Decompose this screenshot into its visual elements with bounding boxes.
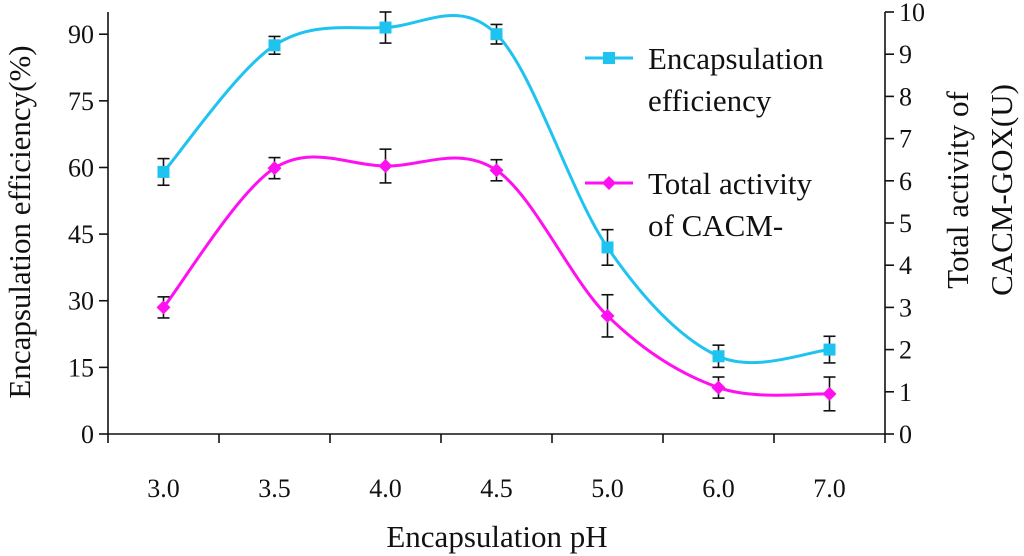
y-right-tick-label: 5	[899, 209, 912, 238]
y-left-tick-label: 90	[68, 20, 94, 49]
x-tick-label: 4.0	[369, 474, 402, 503]
y-left-tick-label: 60	[68, 153, 94, 182]
legend-swatch-marker	[602, 176, 616, 190]
x-tick-label: 3.0	[147, 474, 180, 503]
data-point	[823, 343, 836, 356]
data-point	[157, 165, 170, 178]
y-right-tick-label: 7	[899, 125, 912, 154]
legend-label: Total activity	[648, 166, 812, 201]
y-right-tick-label: 3	[899, 293, 912, 322]
series-layer	[156, 11, 837, 412]
y-left-tick-label: 75	[68, 87, 94, 116]
y-right-axis-title-line: Total activity of	[940, 91, 975, 289]
x-tick-label: 4.5	[480, 474, 513, 503]
y-right-axis-title-line: CACM-GOX(U)	[984, 84, 1019, 296]
legend-label: Encapsulation	[648, 41, 824, 76]
y-right-tick-label: 6	[899, 167, 912, 196]
x-tick-label: 7.0	[813, 474, 846, 503]
x-axis-title: Encapsulation pH	[386, 519, 607, 554]
x-tick-label: 5.0	[591, 474, 624, 503]
y-axis-title: Encapsulation efficiency(%)	[2, 45, 37, 398]
data-point	[711, 380, 726, 395]
y-left-tick-label: 15	[68, 353, 94, 382]
legend: Encapsulation efficiency Total activity of …	[585, 41, 824, 243]
data-point	[267, 161, 282, 176]
y-right-tick-label: 8	[899, 82, 912, 111]
data-point	[712, 350, 725, 363]
y-left-tick-label: 45	[68, 220, 94, 249]
y-left-tick-label: 30	[68, 287, 94, 316]
y-right-tick-label: 2	[899, 336, 912, 365]
data-point	[378, 159, 393, 174]
x-tick-label: 6.0	[702, 474, 735, 503]
data-point	[822, 386, 837, 401]
data-point	[489, 163, 504, 178]
y-left-tick-label: 0	[81, 420, 94, 449]
legend-swatch-marker	[603, 52, 615, 64]
data-point	[379, 21, 392, 34]
y-right-tick-label: 1	[899, 378, 912, 407]
series-2	[156, 148, 837, 412]
data-point	[600, 308, 615, 323]
data-point	[268, 39, 281, 52]
y-right-tick-label: 9	[899, 40, 912, 69]
y-right-tick-label: 0	[899, 420, 912, 449]
y-right-tick-label: 10	[899, 0, 925, 27]
x-tick-label: 3.5	[258, 474, 291, 503]
data-point	[601, 241, 614, 254]
legend-label: of CACM-	[648, 208, 783, 243]
legend-label: efficiency	[648, 83, 772, 118]
series-1	[157, 11, 836, 369]
y-right-tick-label: 4	[899, 251, 912, 280]
data-point	[156, 300, 171, 315]
data-point	[490, 28, 503, 41]
